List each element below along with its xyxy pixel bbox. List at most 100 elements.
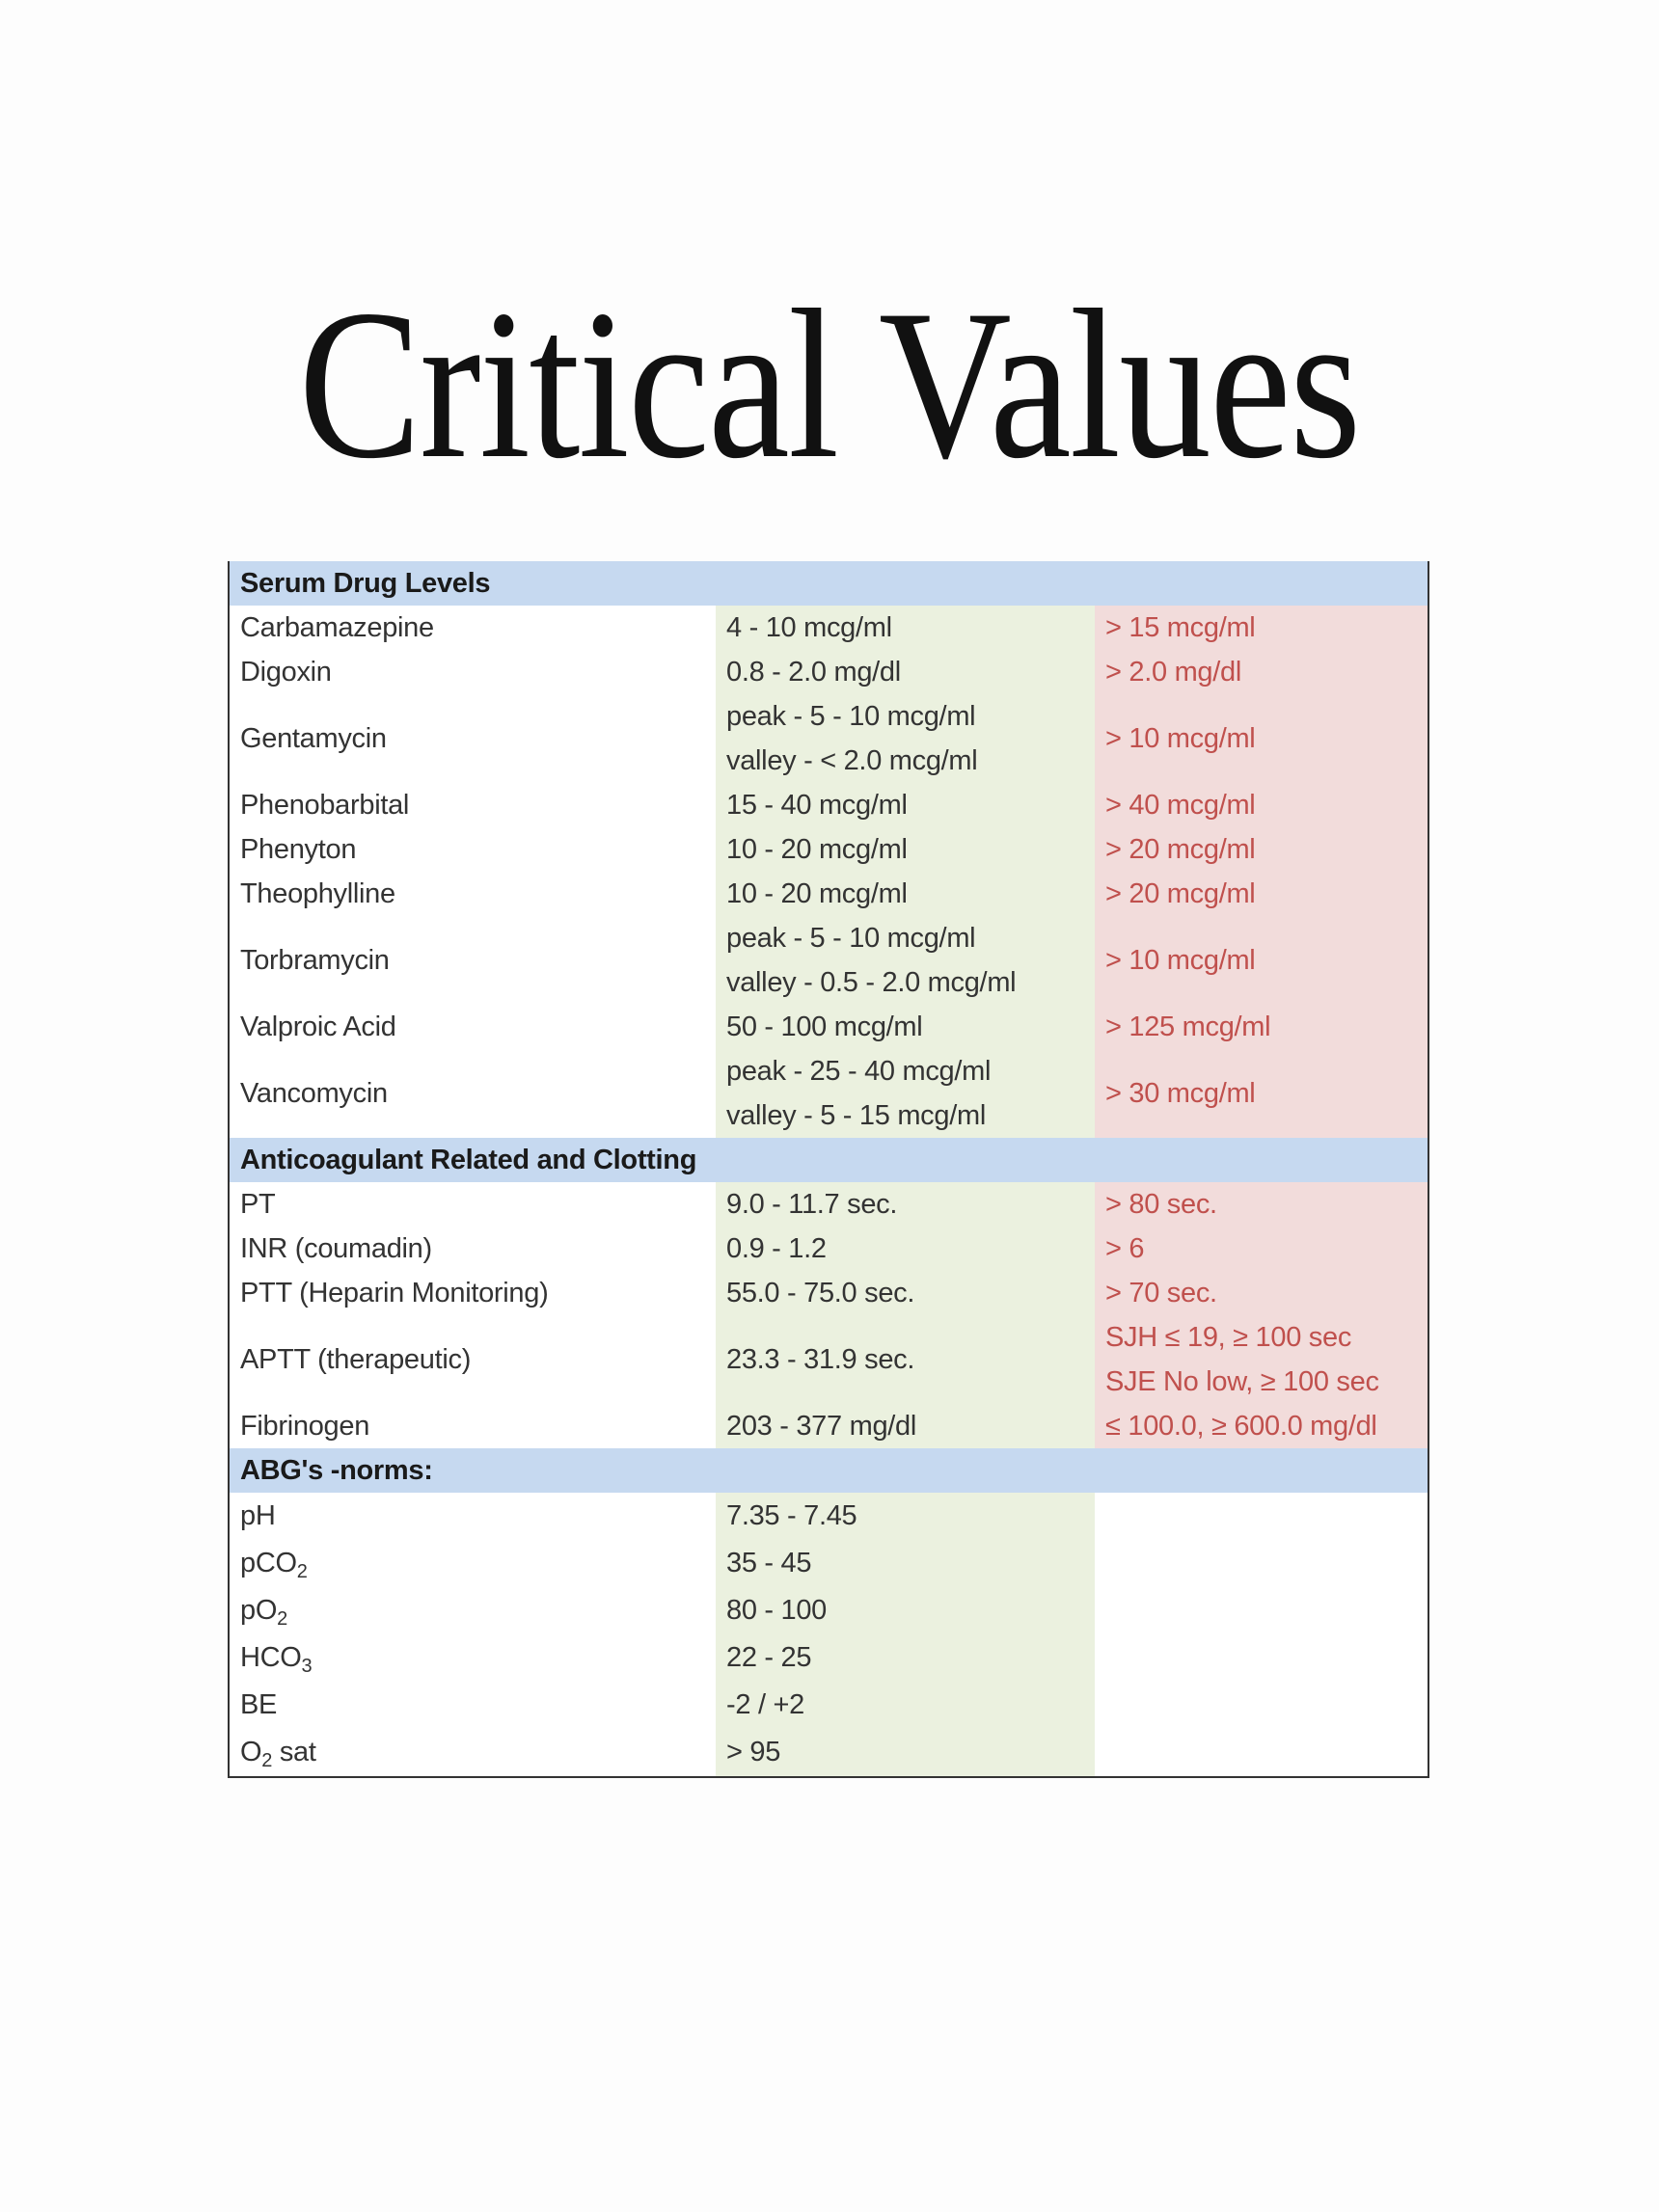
table-row: pCO2 35 - 45 — [230, 1540, 1428, 1587]
table-row: BE -2 / +2 — [230, 1682, 1428, 1729]
test-name-cell: INR (coumadin) — [230, 1227, 716, 1271]
test-name: O2 sat — [240, 1729, 716, 1776]
critical-values-table: Serum Drug Levels Carbamazepine 4 - 10 mcg… — [228, 561, 1429, 1778]
test-name: HCO3 — [240, 1634, 716, 1682]
test-name-part: Vancomycin — [240, 1078, 388, 1109]
test-name-cell: BE — [230, 1682, 716, 1729]
section-header-row: Serum Drug Levels — [230, 561, 1428, 606]
test-name-part: PT — [240, 1189, 276, 1220]
critical-value: > 10 mcg/ml — [1105, 723, 1256, 754]
test-name: Phenyton — [240, 827, 716, 872]
test-name: Digoxin — [240, 650, 716, 694]
critical-value: > 125 mcg/ml — [1105, 1012, 1271, 1042]
test-name-subscript: 2 — [261, 1750, 273, 1771]
normal-range-cell: 55.0 - 75.0 sec. — [716, 1271, 1095, 1315]
test-name-subscript: 3 — [301, 1656, 313, 1677]
critical-value-cell — [1095, 1729, 1428, 1776]
test-name-cell: Vancomycin — [230, 1049, 716, 1138]
critical-value: > 10 mcg/ml — [1105, 945, 1256, 976]
normal-range: 55.0 - 75.0 sec. — [726, 1278, 915, 1308]
test-name-part: pCO — [240, 1548, 297, 1578]
normal-range-cell: 80 - 100 — [716, 1587, 1095, 1634]
normal-range: 4 - 10 mcg/ml — [726, 612, 892, 643]
critical-value-cell — [1095, 1540, 1428, 1587]
table-row: Theophylline 10 - 20 mcg/ml > 20 mcg/ml — [230, 872, 1428, 916]
table-row: Carbamazepine 4 - 10 mcg/ml > 15 mcg/ml — [230, 606, 1428, 650]
test-name-part: Torbramycin — [240, 945, 390, 976]
test-name-cell: Torbramycin — [230, 916, 716, 1005]
test-name: PTT (Heparin Monitoring) — [240, 1271, 716, 1315]
normal-range: 0.9 - 1.2 — [726, 1233, 827, 1264]
critical-value-cell: ≤ 100.0, ≥ 600.0 mg/dl — [1095, 1404, 1428, 1448]
normal-range-cell: 22 - 25 — [716, 1634, 1095, 1682]
critical-value-cell: > 20 mcg/ml — [1095, 872, 1428, 916]
test-name: Phenobarbital — [240, 783, 716, 827]
normal-range: 10 - 20 mcg/ml — [726, 878, 908, 909]
table-row: Fibrinogen 203 - 377 mg/dl ≤ 100.0, ≥ 600.… — [230, 1404, 1428, 1448]
critical-value-cell — [1095, 1634, 1428, 1682]
test-name-cell: Phenobarbital — [230, 783, 716, 827]
critical-value-cell — [1095, 1682, 1428, 1729]
table-row: O2 sat > 95 — [230, 1729, 1428, 1776]
test-name-part: Gentamycin — [240, 723, 387, 754]
critical-value-cell: > 2.0 mg/dl — [1095, 650, 1428, 694]
critical-value: > 40 mcg/ml — [1105, 790, 1256, 821]
critical-value-cell: > 80 sec. — [1095, 1182, 1428, 1227]
test-name-part: APTT (therapeutic) — [240, 1344, 472, 1375]
test-name: Fibrinogen — [240, 1404, 716, 1448]
normal-range: 23.3 - 31.9 sec. — [726, 1344, 915, 1375]
critical-value-cell: SJH ≤ 19, ≥ 100 sec SJE No low, ≥ 100 sec — [1095, 1315, 1428, 1404]
test-name-cell: Fibrinogen — [230, 1404, 716, 1448]
table-row: Gentamycin peak - 5 - 10 mcg/ml valley - <… — [230, 694, 1428, 783]
test-name-part: PTT (Heparin Monitoring) — [240, 1278, 549, 1308]
test-name-cell: Valproic Acid — [230, 1005, 716, 1049]
normal-range: 10 - 20 mcg/ml — [726, 834, 908, 865]
normal-range-cell: peak - 5 - 10 mcg/ml valley - 0.5 - 2.0 m… — [716, 916, 1095, 1005]
normal-range: peak - 25 - 40 mcg/ml — [726, 1056, 992, 1087]
test-name-cell: O2 sat — [230, 1729, 716, 1776]
test-name: PT — [240, 1182, 716, 1227]
page-title: Critical Values — [0, 278, 1659, 492]
critical-value-cell: > 10 mcg/ml — [1095, 694, 1428, 783]
critical-value-cell: > 70 sec. — [1095, 1271, 1428, 1315]
test-name-subscript: 2 — [277, 1608, 287, 1630]
normal-range-cell: 15 - 40 mcg/ml — [716, 783, 1095, 827]
normal-range-cell: 10 - 20 mcg/ml — [716, 872, 1095, 916]
table-row: PT 9.0 - 11.7 sec. > 80 sec. — [230, 1182, 1428, 1227]
test-name: Carbamazepine — [240, 606, 716, 650]
test-name-cell: pH — [230, 1493, 716, 1540]
critical-value-cell: > 30 mcg/ml — [1095, 1049, 1428, 1138]
page-title-text: Critical Values — [298, 266, 1362, 503]
test-name-cell: Theophylline — [230, 872, 716, 916]
test-name-part: Phenyton — [240, 834, 357, 865]
normal-range: valley - 5 - 15 mcg/ml — [726, 1100, 986, 1131]
test-name-part: Fibrinogen — [240, 1411, 370, 1442]
critical-value: > 15 mcg/ml — [1105, 612, 1256, 643]
test-name: Valproic Acid — [240, 1005, 716, 1049]
critical-value: > 80 sec. — [1105, 1189, 1217, 1220]
critical-value: SJH ≤ 19, ≥ 100 sec — [1105, 1322, 1352, 1353]
critical-value-cell: > 10 mcg/ml — [1095, 916, 1428, 1005]
test-name-part: BE — [240, 1689, 278, 1720]
table-row: Phenyton 10 - 20 mcg/ml > 20 mcg/ml — [230, 827, 1428, 872]
normal-range-cell: peak - 5 - 10 mcg/ml valley - < 2.0 mcg/m… — [716, 694, 1095, 783]
test-name-cell: pO2 — [230, 1587, 716, 1634]
test-name: INR (coumadin) — [240, 1227, 716, 1271]
critical-value: ≤ 100.0, ≥ 600.0 mg/dl — [1105, 1411, 1377, 1442]
normal-range-cell: 9.0 - 11.7 sec. — [716, 1182, 1095, 1227]
critical-value: > 30 mcg/ml — [1105, 1078, 1256, 1109]
critical-value: > 20 mcg/ml — [1105, 834, 1256, 865]
normal-range-cell: 203 - 377 mg/dl — [716, 1404, 1095, 1448]
critical-value-cell: > 40 mcg/ml — [1095, 783, 1428, 827]
test-name-part: sat — [272, 1737, 316, 1767]
normal-range-cell: 7.35 - 7.45 — [716, 1493, 1095, 1540]
test-name: pCO2 — [240, 1540, 716, 1587]
test-name-cell: PTT (Heparin Monitoring) — [230, 1271, 716, 1315]
test-name-part: Valproic Acid — [240, 1012, 396, 1042]
test-name-part: INR (coumadin) — [240, 1233, 432, 1264]
section-header: Serum Drug Levels — [230, 561, 1428, 606]
normal-range: 22 - 25 — [726, 1642, 812, 1673]
normal-range: peak - 5 - 10 mcg/ml — [726, 701, 976, 732]
test-name: Theophylline — [240, 872, 716, 916]
test-name: Torbramycin — [240, 938, 716, 983]
